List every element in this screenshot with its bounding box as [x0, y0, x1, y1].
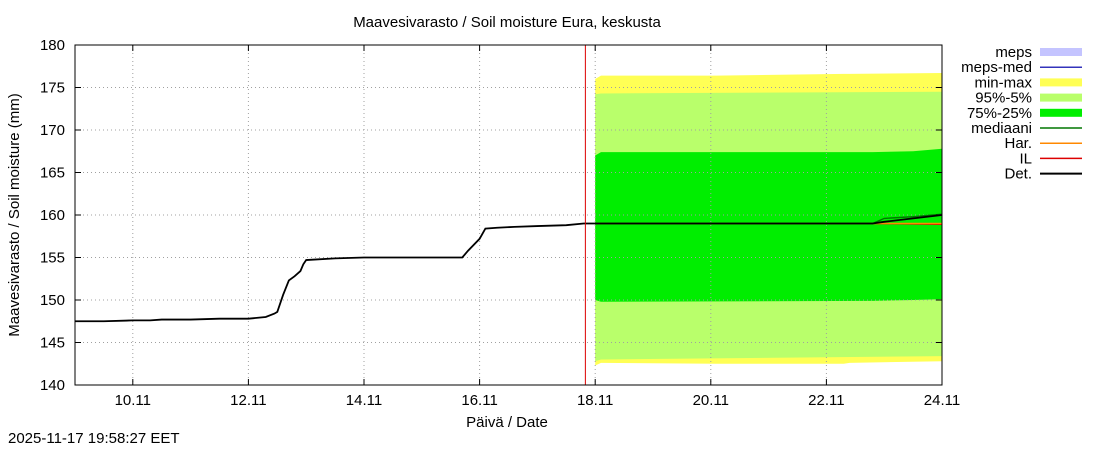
- legend-label-meps-med: meps-med: [961, 59, 1032, 76]
- legend-label-mediaani: mediaani: [971, 120, 1032, 137]
- band-p75-25: [595, 148, 942, 302]
- legend-swatch-p75-25: [1040, 108, 1082, 117]
- chart-title: Maavesivarasto / Soil moisture Eura, kes…: [353, 14, 661, 31]
- y-tick-label: 175: [40, 80, 65, 97]
- series-layer: [75, 45, 943, 385]
- legend-label-p75-25: 75%-25%: [967, 105, 1032, 122]
- series-line-det: [75, 214, 943, 323]
- x-tick-label: 24.11: [924, 392, 960, 409]
- legend-swatch-meps: [1040, 48, 1082, 56]
- y-tick-label: 145: [40, 335, 65, 352]
- x-tick-label: 20.11: [693, 392, 729, 409]
- y-tick-label: 150: [40, 292, 65, 309]
- legend-label-har: Har.: [1004, 135, 1032, 152]
- legend-swatch-min-max: [1040, 78, 1082, 87]
- x-tick-label: 22.11: [808, 392, 844, 409]
- x-axis-label: Päivä / Date: [466, 414, 548, 431]
- legend-label-det: Det.: [1004, 166, 1032, 183]
- grid-layer: [75, 45, 942, 385]
- bands-layer: [595, 73, 942, 366]
- legend-label-il: IL: [1019, 150, 1032, 167]
- y-axis-label: Maavesivarasto / Soil moisture (mm): [6, 93, 23, 336]
- legend-label-min-max: min-max: [974, 74, 1032, 91]
- legend: mepsmeps-medmin-max95%-5%75%-25%mediaani…: [961, 44, 1082, 183]
- legend-swatch-p95-5: [1040, 93, 1082, 102]
- timestamp: 2025-11-17 19:58:27 EET: [8, 430, 180, 447]
- y-tick-label: 180: [40, 37, 65, 54]
- x-tick-label: 16.11: [461, 392, 497, 409]
- y-tick-label: 170: [40, 122, 65, 139]
- y-tick-label: 140: [40, 377, 65, 394]
- legend-label-meps: meps: [995, 44, 1032, 61]
- y-tick-label: 155: [40, 250, 65, 267]
- x-tick-label: 12.11: [230, 392, 266, 409]
- y-tick-label: 160: [40, 207, 65, 224]
- x-tick-label: 10.11: [115, 392, 151, 409]
- y-tick-label: 165: [40, 165, 65, 182]
- ticks-layer: 140 145 150 155 160 165 170 175 180 10.11 12.11 14.…: [40, 37, 960, 409]
- legend-label-p95-5: 95%-5%: [975, 90, 1032, 107]
- x-tick-label: 18.11: [577, 392, 613, 409]
- x-tick-label: 14.11: [346, 392, 382, 409]
